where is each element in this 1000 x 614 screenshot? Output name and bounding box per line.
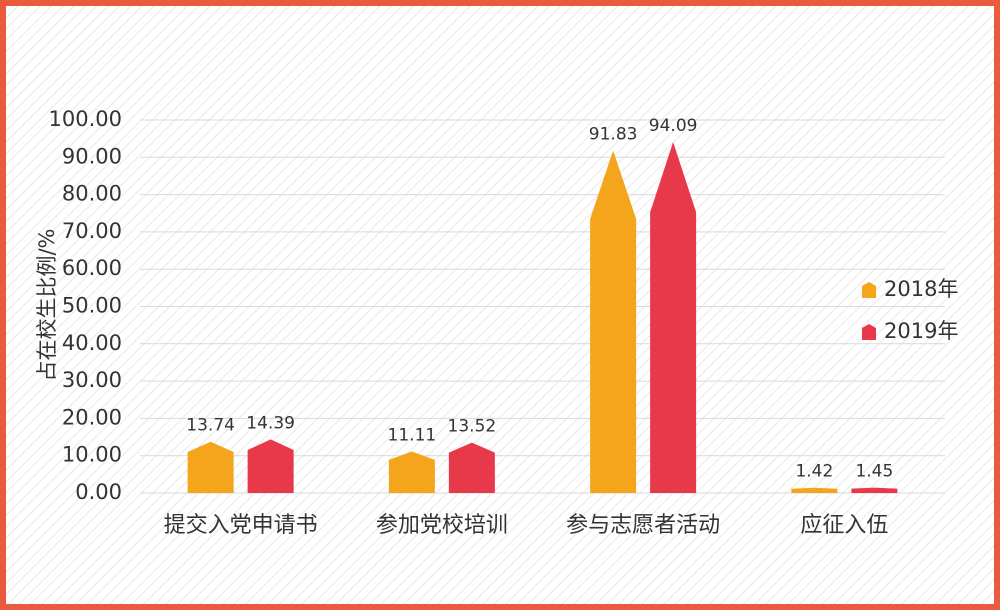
bar — [851, 487, 898, 493]
legend-label: 2019年 — [884, 319, 958, 343]
y-tick-label: 70.00 — [62, 219, 122, 243]
x-tick-label: 应征入伍 — [800, 513, 888, 538]
y-tick-label: 100.00 — [49, 107, 122, 131]
bar — [388, 451, 435, 493]
x-tick-label: 参加党校培训 — [376, 513, 508, 538]
bar — [448, 442, 495, 493]
y-axis-label: 占在校生比例/% — [35, 228, 59, 381]
data-label: 1.42 — [795, 462, 833, 482]
legend-label: 2018年 — [884, 277, 958, 301]
data-label: 91.83 — [589, 124, 638, 144]
data-label: 1.45 — [855, 462, 893, 482]
y-tick-label: 80.00 — [62, 182, 122, 206]
data-label: 13.74 — [186, 416, 235, 436]
bar — [247, 439, 294, 493]
y-tick-label: 20.00 — [62, 405, 122, 429]
y-tick-label: 90.00 — [62, 144, 122, 168]
bar — [791, 487, 838, 493]
data-label: 94.09 — [649, 116, 698, 136]
data-label: 11.11 — [388, 426, 437, 446]
bar — [187, 441, 234, 493]
y-tick-label: 0.00 — [75, 480, 122, 504]
bar — [650, 142, 697, 493]
data-label: 13.52 — [448, 417, 497, 437]
x-tick-label: 参与志愿者活动 — [566, 513, 720, 538]
y-tick-label: 50.00 — [62, 294, 122, 318]
legend-swatch — [862, 324, 876, 340]
bar — [590, 150, 637, 493]
x-tick-label: 提交入党申请书 — [164, 513, 318, 538]
y-tick-label: 40.00 — [62, 331, 122, 355]
legend-swatch — [862, 282, 876, 298]
y-tick-label: 30.00 — [62, 368, 122, 392]
data-label: 14.39 — [246, 413, 295, 433]
y-tick-label: 10.00 — [62, 443, 122, 467]
y-tick-label: 60.00 — [62, 256, 122, 280]
